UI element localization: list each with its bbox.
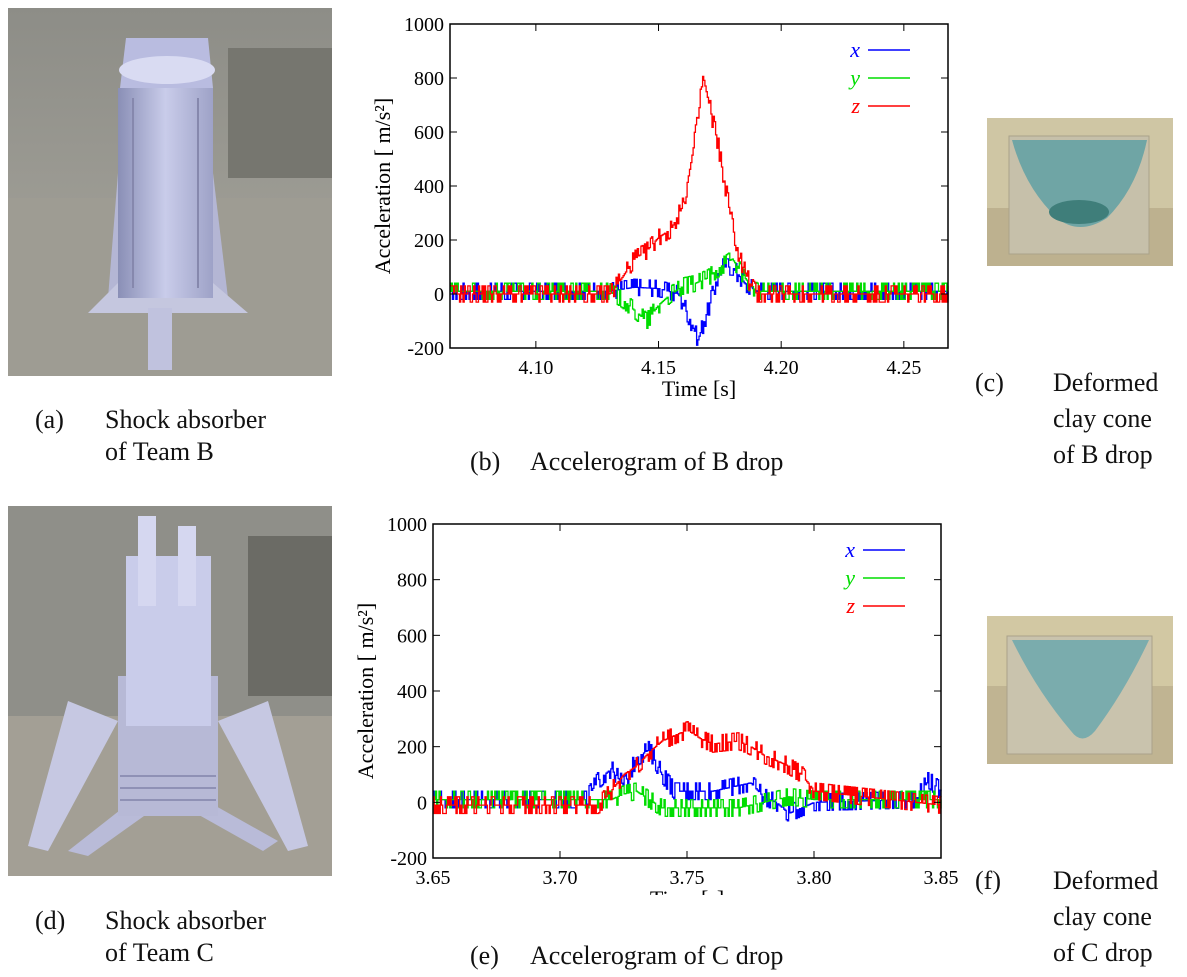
y-tick-label: 1000 xyxy=(404,14,444,36)
legend-label-x: x xyxy=(849,37,860,62)
legend-label-y: y xyxy=(843,565,855,590)
series-line-z xyxy=(450,75,949,303)
caption-line: Deformed xyxy=(1053,368,1159,397)
panel-tag: (e) xyxy=(470,941,499,970)
y-axis-label: Acceleration [ m/s²] xyxy=(353,603,378,779)
y-tick-label: 1000 xyxy=(387,514,427,536)
accelerogram-c-chart: -200 0 200 400 600 800 1000 3.65 3.70 3.75 3.80 3.8… xyxy=(340,510,960,911)
x-tick-label: 3.75 xyxy=(670,867,705,889)
caption-line: Deformed xyxy=(1053,866,1159,895)
x-axis-label: Time [s] xyxy=(662,376,736,401)
series-line-y xyxy=(433,782,942,817)
caption-line: of Team C xyxy=(105,938,214,967)
legend-label-z: z xyxy=(845,593,855,618)
x-tick-label: 3.85 xyxy=(924,867,959,889)
panel-tag: (a) xyxy=(35,405,64,434)
x-tick-label: 3.70 xyxy=(543,867,578,889)
series-line-z xyxy=(433,720,942,815)
deformed-clay-cone-b-photo xyxy=(987,118,1173,266)
y-axis-label: Acceleration [ m/s²] xyxy=(370,98,395,274)
panel-tag: (f) xyxy=(975,866,1001,895)
x-tick-label: 4.20 xyxy=(764,357,799,379)
y-tick-label: 400 xyxy=(414,176,444,198)
legend-label-y: y xyxy=(848,65,860,90)
shock-absorber-team-c-photo xyxy=(8,506,332,876)
x-tick-label: 3.65 xyxy=(416,867,451,889)
y-tick-label: 600 xyxy=(414,122,444,144)
panel-tag: (b) xyxy=(470,447,501,476)
y-tick-label: 200 xyxy=(414,230,444,252)
caption-line: clay cone xyxy=(1053,902,1152,931)
caption-line: Accelerogram of B drop xyxy=(530,447,784,476)
y-tick-label: 800 xyxy=(397,570,427,592)
caption-line: of C drop xyxy=(1053,938,1153,967)
y-tick-label: 0 xyxy=(417,792,427,814)
x-axis-label: Time [s] xyxy=(650,886,724,895)
caption-line: clay cone xyxy=(1053,404,1152,433)
legend-label-x: x xyxy=(844,537,855,562)
y-tick-label: -200 xyxy=(407,338,444,360)
caption-line: Accelerogram of C drop xyxy=(530,941,784,970)
caption-line: Shock absorber xyxy=(105,906,267,935)
accelerogram-b-chart: -200 0 200 400 600 800 1000 4.10 4.15 4.20 4.25 Tim… xyxy=(360,10,960,410)
caption-line: Shock absorber xyxy=(105,405,267,434)
x-tick-label: 4.15 xyxy=(641,357,676,379)
panel-tag: (c) xyxy=(975,368,1004,397)
y-tick-label: 600 xyxy=(397,625,427,647)
y-tick-label: 400 xyxy=(397,681,427,703)
x-tick-label: 3.80 xyxy=(797,867,832,889)
deformed-clay-cone-c-photo xyxy=(987,616,1173,764)
caption-line: of Team B xyxy=(105,437,214,466)
panel-tag: (d) xyxy=(35,906,66,935)
y-tick-label: -200 xyxy=(390,848,427,870)
y-tick-label: 200 xyxy=(397,737,427,759)
caption-line: of B drop xyxy=(1053,440,1153,469)
legend-label-z: z xyxy=(850,93,860,118)
x-tick-label: 4.10 xyxy=(518,357,553,379)
shock-absorber-team-b-photo xyxy=(8,8,332,376)
x-tick-label: 4.25 xyxy=(886,357,921,379)
y-tick-label: 800 xyxy=(414,68,444,90)
y-tick-label: 0 xyxy=(434,284,444,306)
